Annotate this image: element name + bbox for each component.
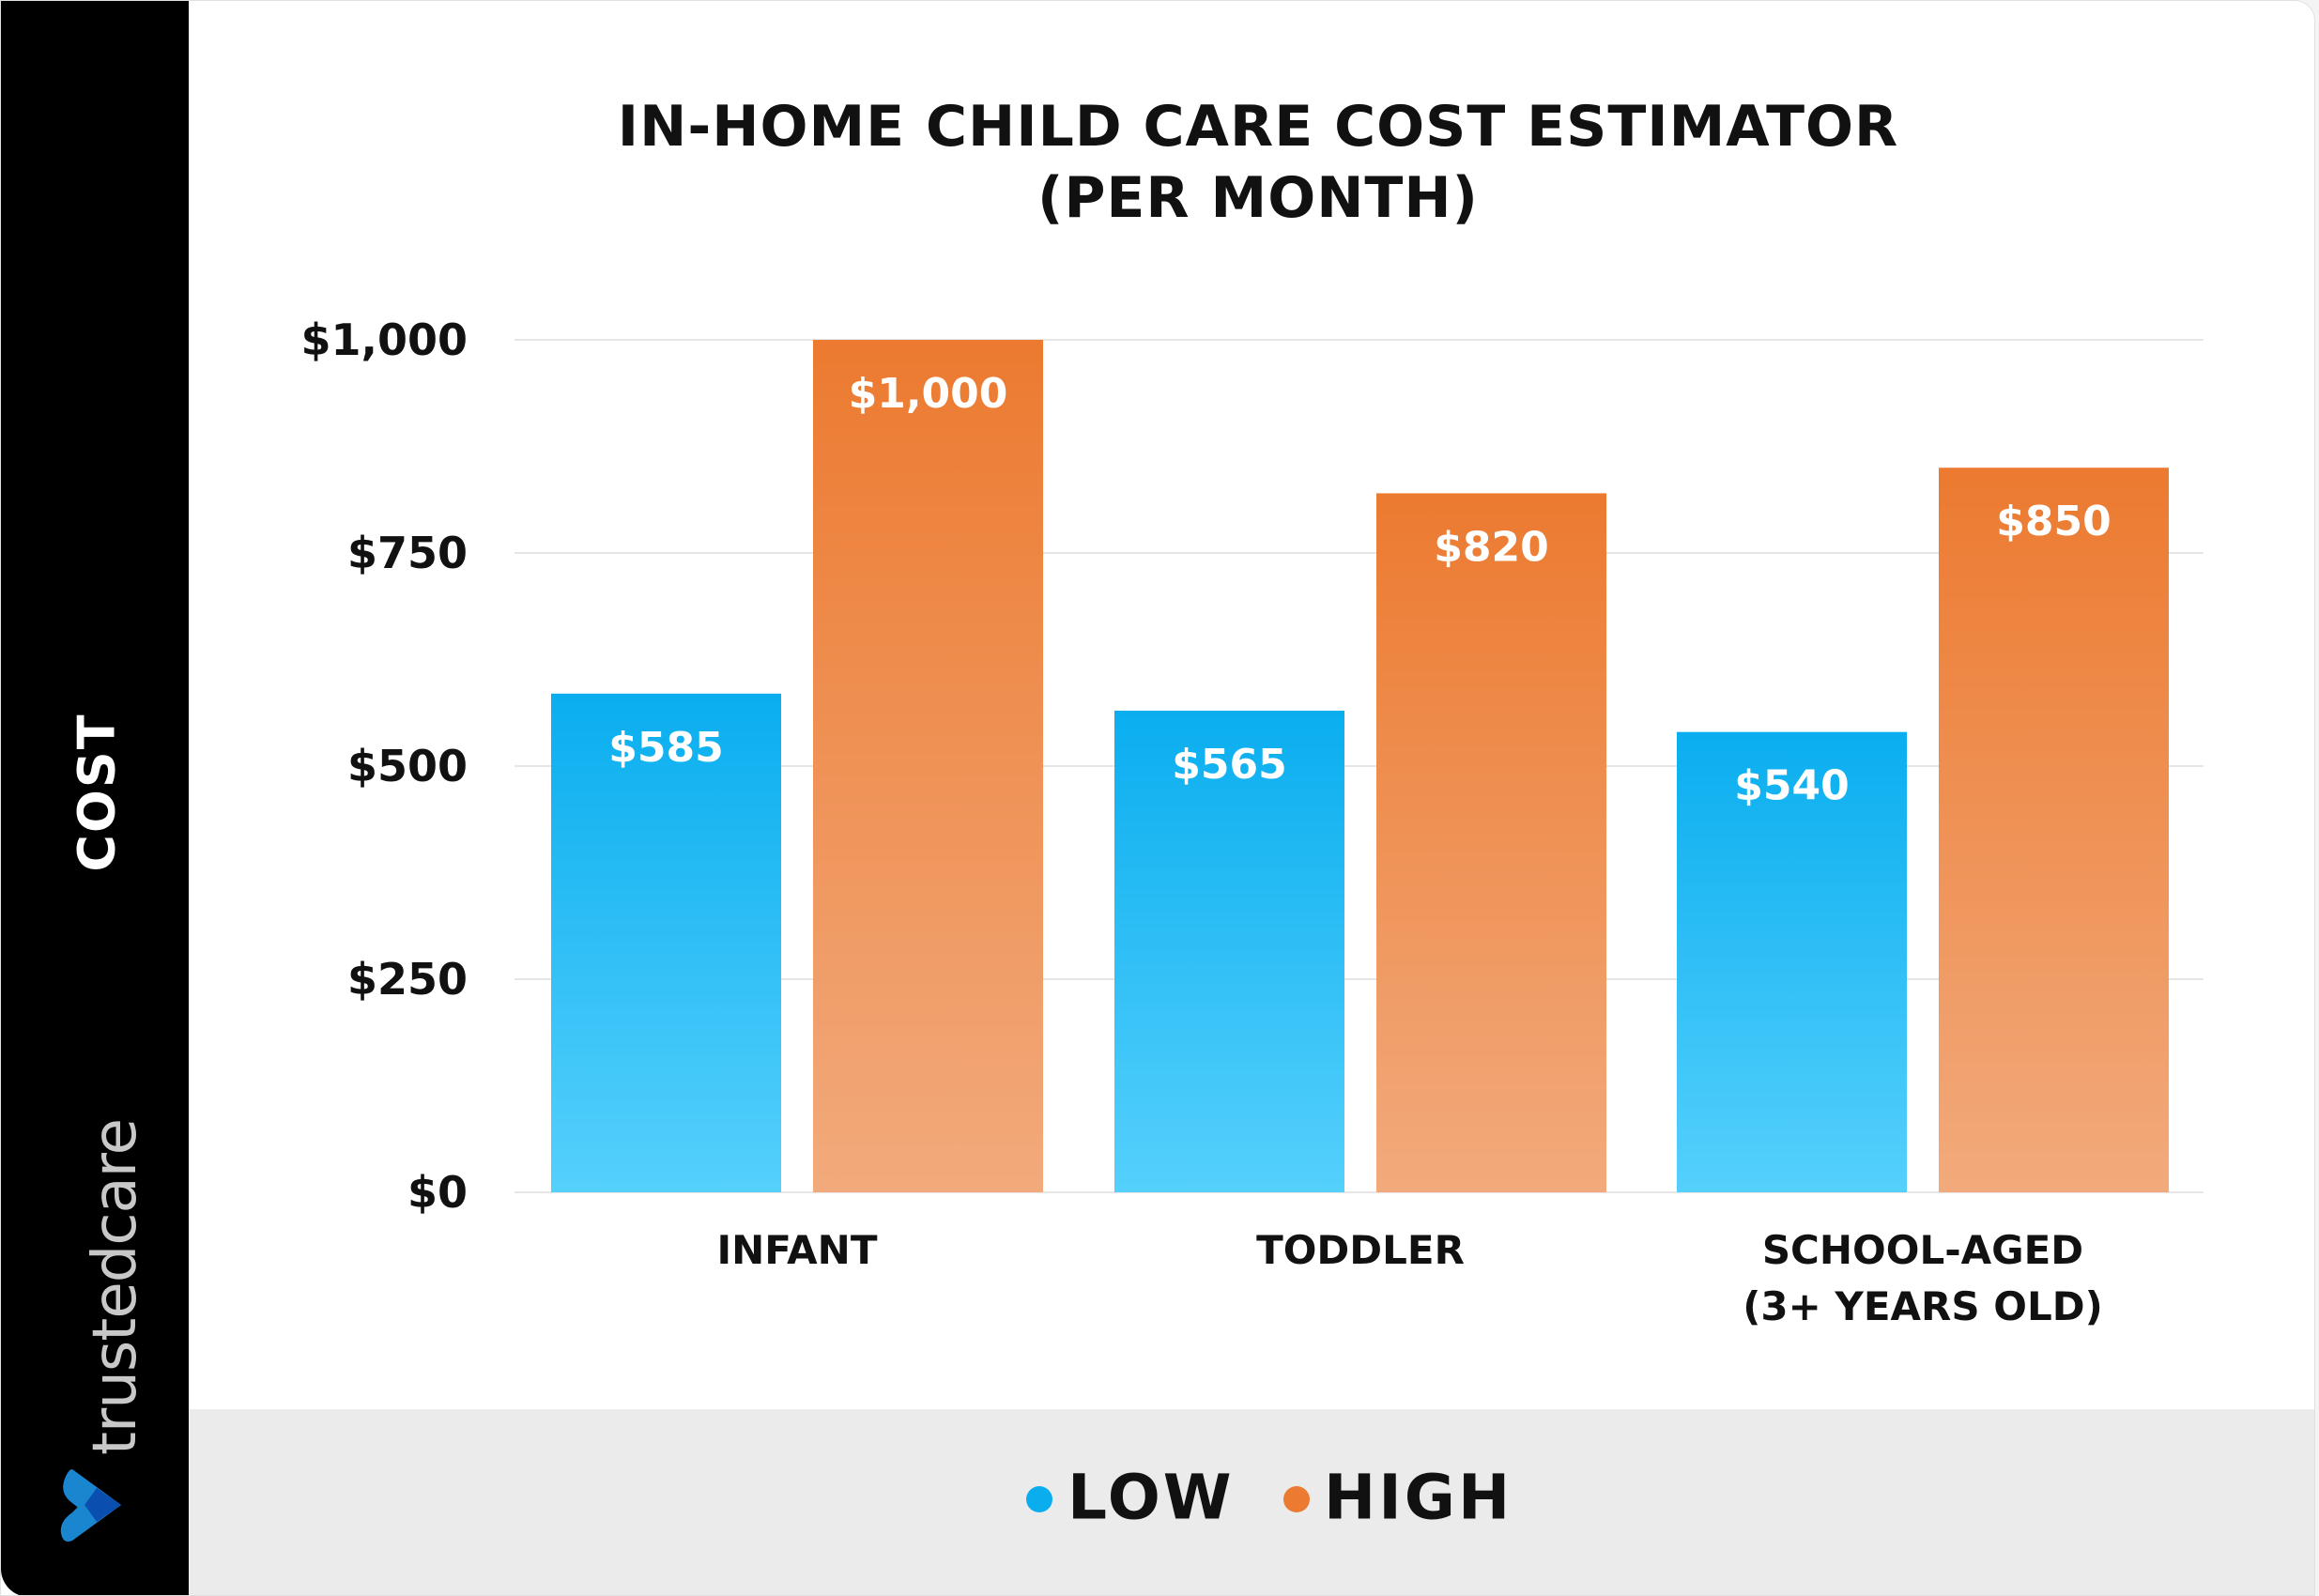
legend-low-label: LOW xyxy=(1067,1461,1235,1534)
x-category-label: TODDLER xyxy=(1256,1227,1465,1273)
x-category-label: SCHOOL-AGED xyxy=(1762,1227,2083,1273)
bar-value-label: $585 xyxy=(608,724,723,772)
y-tick-label: $0 xyxy=(407,1167,468,1218)
legend-low-dot xyxy=(1026,1486,1052,1512)
sidebar: COST trustedcare xyxy=(1,1,189,1595)
bar-chart: $0 $250 $500 $750 $1,000 $585 $1,000 INFANT $565… xyxy=(300,315,2204,1329)
heart-chevron-icon xyxy=(60,1469,121,1542)
bar-value-label: $820 xyxy=(1434,523,1548,571)
bar-low xyxy=(1114,710,1344,1192)
y-tick-label: $1,000 xyxy=(300,315,468,365)
bar-value-label: $850 xyxy=(1996,498,2111,545)
legend-bar xyxy=(189,1409,2314,1595)
x-category-label: INFANT xyxy=(717,1227,878,1273)
bar-low xyxy=(1677,731,1907,1192)
y-tick-label: $500 xyxy=(347,741,468,791)
bar-value-label: $1,000 xyxy=(849,370,1008,418)
x-category-label: (3+ YEARS OLD) xyxy=(1743,1283,2103,1329)
bar-value-label: $540 xyxy=(1734,762,1849,810)
bar-high xyxy=(1376,493,1606,1192)
legend-high-dot xyxy=(1283,1486,1310,1512)
chart-title: IN-HOME CHILD CARE COST ESTIMATOR xyxy=(617,94,1899,160)
legend-high-label: HIGH xyxy=(1324,1461,1513,1534)
bar-high xyxy=(1939,468,2169,1192)
bar-high xyxy=(813,340,1043,1192)
bar-value-label: $565 xyxy=(1172,741,1286,789)
bar-low xyxy=(551,693,781,1192)
y-tick-label: $250 xyxy=(347,954,468,1005)
chart-subtitle: (PER MONTH) xyxy=(1037,165,1479,231)
y-tick-label: $750 xyxy=(347,528,468,578)
